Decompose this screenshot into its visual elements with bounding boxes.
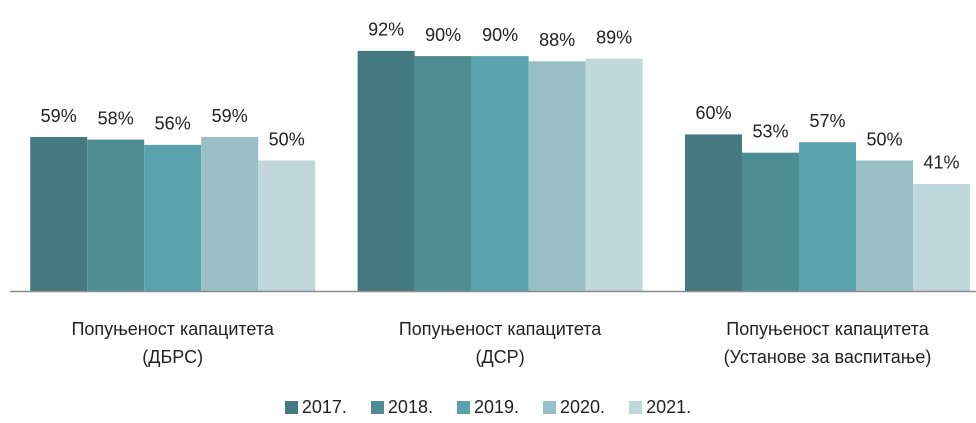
legend-item: 2020.: [543, 397, 605, 418]
legend-swatch: [543, 401, 557, 414]
legend-swatch: [456, 401, 470, 414]
legend-item: 2021.: [629, 397, 691, 418]
bar: [585, 58, 643, 292]
bar: [856, 160, 913, 291]
data-label: 41%: [923, 153, 959, 173]
bar: [799, 142, 856, 291]
bar: [742, 152, 799, 291]
data-label: 59%: [212, 106, 248, 126]
bar: [685, 134, 742, 291]
bar: [144, 144, 202, 291]
legend-item: 2017.: [284, 397, 347, 418]
category-label: Попуњеност капацитета (ДСР): [398, 319, 602, 367]
data-label: 90%: [482, 25, 518, 45]
bar: [528, 61, 586, 291]
data-label: 90%: [425, 25, 461, 45]
legend: 2017. 2018. 2019. 2020. 2021.: [0, 397, 976, 418]
data-label: 56%: [155, 114, 191, 134]
data-label: 50%: [269, 129, 305, 149]
legend-label: 2019.: [473, 397, 520, 417]
bar: [258, 160, 316, 291]
bar: [201, 137, 259, 291]
legend-label: 2020.: [560, 397, 606, 417]
data-label: 57%: [809, 111, 845, 131]
legend-swatch: [629, 401, 643, 414]
legend-swatch: [370, 401, 384, 414]
legend-label: 2017.: [301, 397, 347, 417]
bar: [913, 183, 970, 291]
legend-item: 2019.: [456, 397, 520, 418]
data-label: 92%: [368, 20, 404, 40]
data-label: 58%: [98, 108, 134, 128]
data-label: 88%: [539, 30, 575, 50]
data-label: 60%: [695, 103, 731, 123]
bar: [87, 139, 145, 291]
legend-label: 2021.: [646, 397, 692, 417]
legend-label: 2018.: [387, 397, 433, 417]
data-label: 89%: [596, 27, 632, 47]
bar: [471, 56, 529, 291]
bar: [414, 56, 472, 291]
data-label: 53%: [752, 121, 788, 141]
category-label: Попуњеност капацитета (Установе за васпи…: [723, 319, 932, 367]
bar: [357, 50, 415, 291]
legend-swatch: [284, 401, 298, 414]
data-label: 59%: [41, 106, 77, 126]
legend-item: 2018.: [370, 397, 433, 418]
data-label: 50%: [866, 129, 902, 149]
bar: [30, 137, 88, 291]
category-label: Попуњеност капацитета (ДБРС): [71, 319, 274, 367]
